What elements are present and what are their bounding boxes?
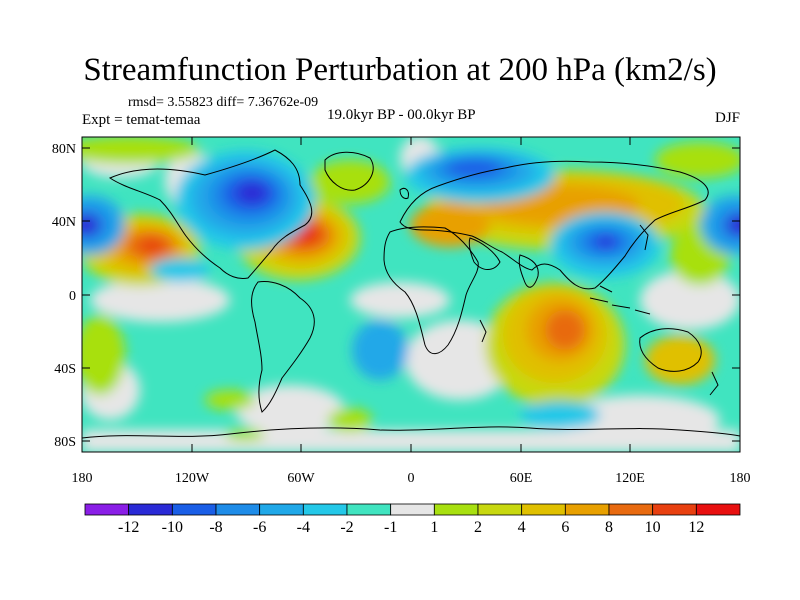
colorbar-label: -6	[253, 519, 266, 536]
latitude-labels: 80N 40N 0 40S 80S	[52, 142, 76, 450]
experiment-label: Expt = temat-temaa	[82, 112, 201, 128]
x-tick-label: 180	[730, 471, 751, 486]
colorbar-swatch	[652, 503, 697, 516]
japan-coast	[639, 224, 649, 251]
y-tick-label: 40S	[54, 362, 76, 377]
colorbar-swatch	[695, 503, 741, 516]
colorbar-swatch	[84, 503, 130, 516]
x-tick-label: 60E	[510, 471, 533, 486]
colorbar-swatch	[259, 503, 304, 516]
colorbar-swatch	[215, 503, 261, 516]
colorbar-label: -1	[384, 519, 397, 536]
colorbar-label: -4	[297, 519, 310, 536]
y-tick-label: 40N	[52, 215, 76, 230]
colorbar-swatch	[171, 503, 217, 516]
map-title: Streamfunction Perturbation at 200 hPa (…	[83, 52, 717, 88]
longitude-labels: 180 120W 60W 0 60E 120E 180	[72, 471, 751, 486]
india-coast	[518, 254, 539, 288]
uk-coast	[399, 187, 409, 199]
y-tick-label: 80N	[52, 142, 76, 157]
colorbar-swatch	[564, 503, 610, 516]
colorbar-label: 10	[645, 519, 661, 536]
colorbar-label: -10	[162, 519, 183, 536]
colorbar-swatch	[521, 503, 566, 516]
y-tick-label: 80S	[54, 435, 76, 450]
x-tick-label: 120E	[615, 471, 645, 486]
colorbar-swatch	[390, 503, 435, 516]
map-tick-marks	[82, 137, 740, 452]
x-tick-label: 60W	[287, 471, 315, 486]
x-tick-label: 120W	[175, 471, 210, 486]
x-tick-label: 180	[72, 471, 93, 486]
south-america-coast	[251, 281, 315, 413]
coastlines	[82, 149, 740, 439]
colorbar-swatch	[128, 503, 173, 516]
colorbar-label: 1	[430, 519, 438, 536]
period-label: 19.0kyr BP - 00.0kyr BP	[327, 107, 476, 123]
colorbar-swatch	[346, 503, 392, 516]
colorbar: -12 -10 -8 -6 -4 -2 -1 1 2 4 6 8 10 12	[84, 503, 741, 536]
madagascar-coast	[479, 319, 487, 343]
indonesia-coast	[589, 285, 651, 315]
x-tick-label: 0	[408, 471, 415, 486]
australia-coast	[639, 328, 702, 372]
colorbar-label: -8	[209, 519, 222, 536]
colorbar-label: 6	[561, 519, 569, 536]
contour-fill-layer	[82, 137, 740, 452]
antarctica-coast	[82, 426, 740, 439]
africa-coast	[383, 226, 479, 355]
rmsd-diff-stats: rmsd= 3.55823 diff= 7.36762e-09	[128, 95, 319, 110]
colorbar-swatch	[302, 503, 348, 516]
colorbar-label: -2	[340, 519, 353, 536]
y-tick-label: 0	[69, 289, 76, 304]
season-label: DJF	[714, 110, 740, 126]
arabia-coast	[468, 237, 501, 270]
colorbar-swatch	[608, 503, 654, 516]
new-zealand-coast	[709, 371, 719, 396]
colorbar-label: 8	[605, 519, 613, 536]
colorbar-label: -12	[118, 519, 139, 536]
greenland-coast	[324, 151, 374, 191]
north-america-coast	[108, 149, 313, 279]
colorbar-swatch	[433, 503, 479, 516]
colorbar-swatch	[477, 503, 523, 516]
contour-field	[82, 137, 740, 452]
eurasia-coast	[399, 160, 709, 290]
colorbar-label: 4	[518, 519, 526, 536]
colorbar-label: 12	[688, 519, 704, 536]
colorbar-label: 2	[474, 519, 482, 536]
